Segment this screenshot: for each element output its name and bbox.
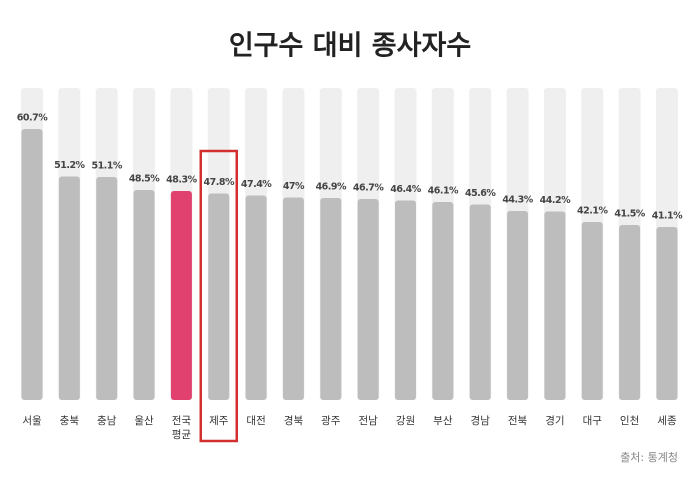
bar xyxy=(656,227,678,400)
highlight-box xyxy=(199,149,238,443)
x-tick-label: 전남 xyxy=(358,415,378,427)
bar xyxy=(170,191,192,400)
x-tick-label: 울산 xyxy=(134,415,154,427)
x-tick-label: 서울 xyxy=(22,415,42,427)
value-label: 47.4% xyxy=(241,179,272,190)
bar xyxy=(320,198,342,400)
bar xyxy=(208,193,230,400)
x-tick-label: 제주 xyxy=(209,415,229,427)
value-label: 41.1% xyxy=(652,211,683,222)
value-label: 41.5% xyxy=(614,209,645,220)
bar xyxy=(96,177,118,400)
value-label: 46.1% xyxy=(428,186,459,197)
bar xyxy=(133,190,155,400)
x-tick-label: 경기 xyxy=(545,414,564,427)
bar xyxy=(544,211,566,400)
value-label: 44.2% xyxy=(540,195,571,206)
bar xyxy=(395,200,416,400)
bar xyxy=(58,176,80,400)
x-tick-label: 경북 xyxy=(284,414,304,427)
x-tick-label: 전국 평균 xyxy=(172,415,192,441)
value-label: 46.9% xyxy=(316,182,347,193)
value-label: 51.1% xyxy=(91,161,122,172)
bar xyxy=(581,222,603,400)
value-label: 42.1% xyxy=(577,206,608,217)
x-tick-label: 충북 xyxy=(60,415,80,427)
value-label: 48.5% xyxy=(129,174,160,185)
x-tick-label: 부산 xyxy=(433,415,453,427)
value-label: 60.7% xyxy=(17,113,48,124)
x-tick-label: 경남 xyxy=(471,414,491,427)
value-label: 47% xyxy=(283,181,305,192)
x-tick-label: 강원 xyxy=(396,415,415,427)
x-tick-label: 대전 xyxy=(246,415,265,427)
chart-title: 인구수 대비 종사자수 xyxy=(229,31,471,62)
x-tick-label: 대구 xyxy=(583,415,603,427)
x-tick-label: 광주 xyxy=(321,415,341,427)
value-label: 48.3% xyxy=(166,175,197,186)
value-label: 46.7% xyxy=(353,183,384,194)
value-label: 46.4% xyxy=(390,184,421,195)
value-label: 44.3% xyxy=(502,195,533,206)
bar xyxy=(21,129,43,400)
x-tick-label: 전북 xyxy=(508,415,528,427)
bar xyxy=(619,225,641,400)
bar xyxy=(357,199,379,400)
bar xyxy=(507,211,529,400)
source: 출처: 통계청 xyxy=(620,451,678,464)
x-tick-label: 인천 xyxy=(620,415,639,427)
value-label: 51.2% xyxy=(54,160,85,171)
bar xyxy=(282,197,304,400)
bar xyxy=(469,204,491,400)
value-label: 45.6% xyxy=(465,188,496,199)
x-tick-label: 세종 xyxy=(657,415,677,427)
x-tick-label: 충남 xyxy=(97,415,117,427)
bar xyxy=(432,202,454,400)
bar xyxy=(245,195,267,400)
value-label: 47.8% xyxy=(204,177,235,188)
